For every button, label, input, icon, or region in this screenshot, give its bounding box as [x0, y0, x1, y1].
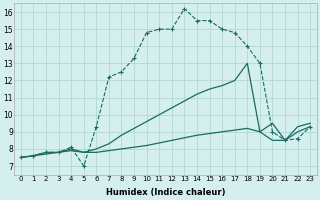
X-axis label: Humidex (Indice chaleur): Humidex (Indice chaleur)	[106, 188, 225, 197]
